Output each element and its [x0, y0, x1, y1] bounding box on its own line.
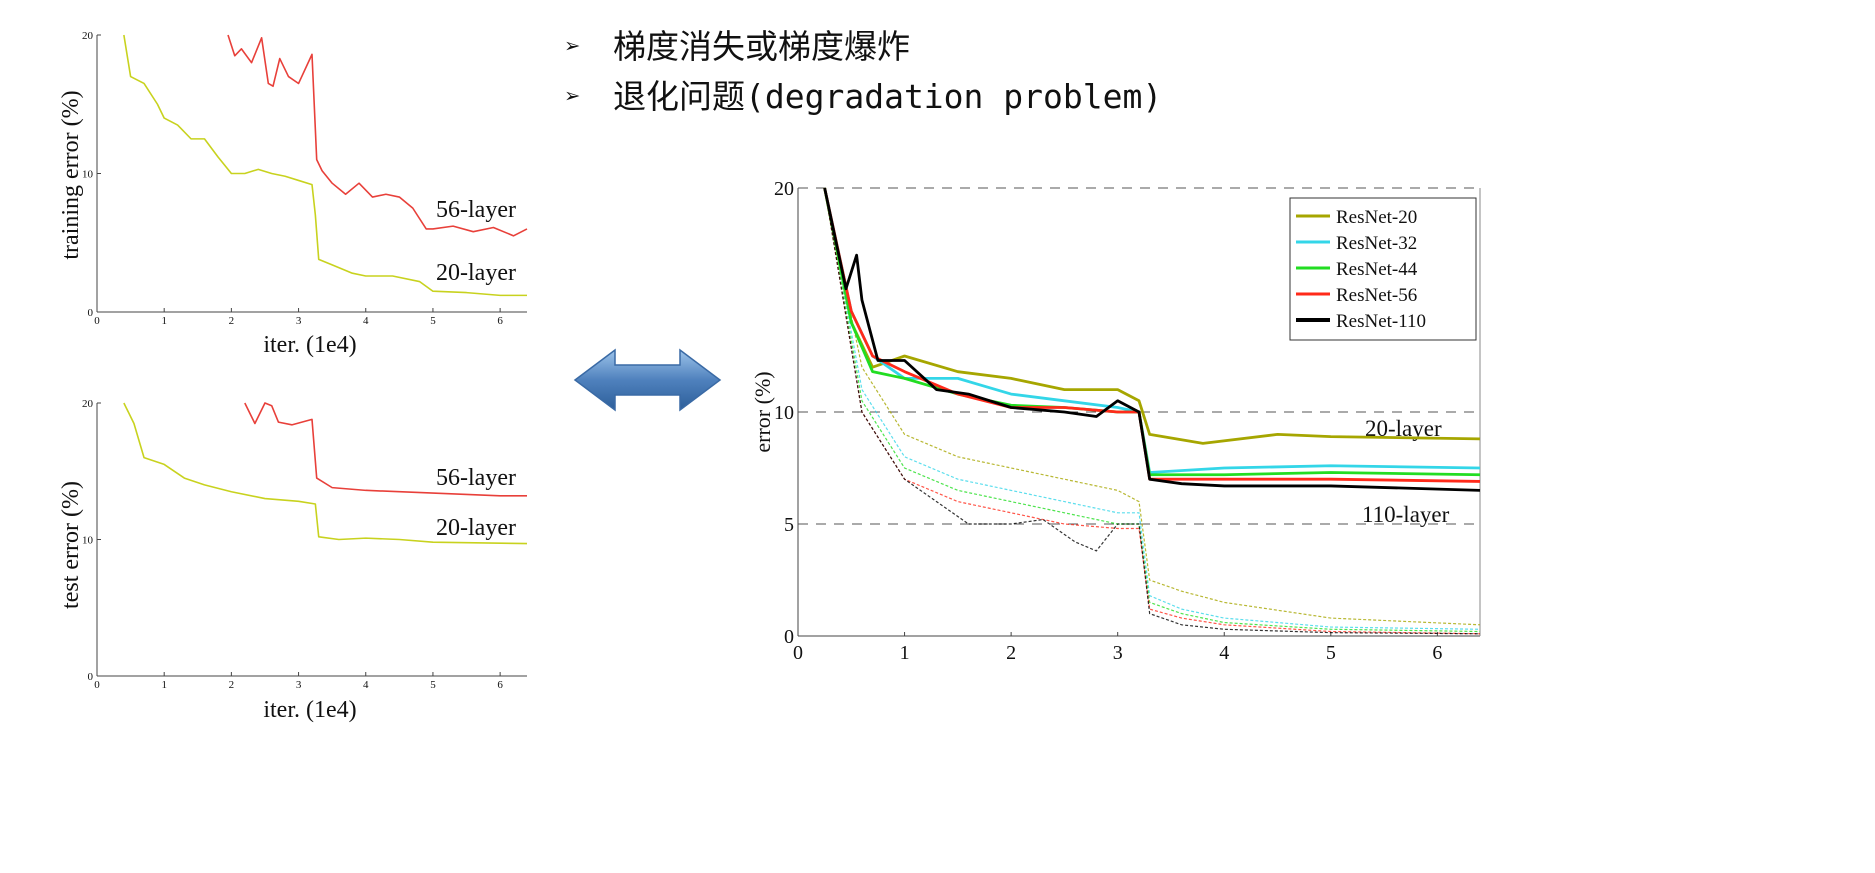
y-tick-label: 10 — [82, 534, 94, 546]
y-tick-label: 20 — [82, 30, 94, 42]
y-tick-label: 10 — [82, 168, 94, 180]
series-line-56-layer — [227, 34, 528, 237]
annotation-110-layer: 110-layer — [1362, 502, 1450, 527]
y-tick-label: 5 — [784, 514, 794, 536]
x-tick-label: 5 — [1326, 642, 1336, 664]
x-tick-label: 4 — [1219, 642, 1229, 664]
y-tick-label: 10 — [774, 402, 794, 424]
bullet-item: ➢ 梯度消失或梯度爆炸 — [565, 22, 1162, 72]
annotation-20-layer: 20-layer — [436, 260, 516, 286]
x-tick-label: 3 — [296, 315, 302, 327]
x-tick-label: 2 — [1006, 642, 1016, 664]
series-train-line-resnet-20 — [824, 187, 1481, 626]
x-tick-label: 0 — [94, 679, 100, 691]
series-train-line-resnet-32 — [824, 187, 1481, 630]
y-tick-label: 0 — [88, 307, 94, 319]
x-tick-label: 3 — [1113, 642, 1123, 664]
x-tick-label: 1 — [161, 679, 167, 691]
bullet-text: 梯度消失或梯度爆炸 — [613, 27, 910, 66]
double-arrow-icon — [573, 348, 722, 412]
y-tick-label: 20 — [82, 398, 94, 410]
annotation-20-layer: 20-layer — [436, 515, 516, 541]
arrowhead-bullet-icon: ➢ — [565, 82, 581, 112]
series-line-56-layer — [244, 402, 527, 497]
training-error-chart: training error (%) iter. (1e4) 56-layer … — [58, 30, 528, 358]
slide-title: ➢ 梯度消失或梯度爆炸 ➢ 退化问题(degradation problem) — [565, 22, 1162, 122]
series-line-20-layer — [123, 402, 528, 545]
x-tick-label: 4 — [363, 679, 369, 691]
bullet-item: ➢ 退化问题(degradation problem) — [565, 72, 1162, 122]
x-tick-label: 5 — [430, 315, 436, 327]
series-train-line-resnet-110 — [824, 187, 1481, 635]
legend-label: ResNet-20 — [1336, 207, 1417, 228]
x-tick-label: 0 — [94, 315, 100, 327]
legend-label: ResNet-44 — [1336, 259, 1418, 280]
annotation-56-layer: 56-layer — [436, 197, 516, 223]
x-tick-label: 2 — [229, 679, 235, 691]
x-tick-label: 1 — [161, 315, 167, 327]
series-line-resnet-56 — [823, 187, 1481, 483]
legend-label: ResNet-110 — [1336, 311, 1426, 332]
x-tick-label: 0 — [793, 642, 803, 664]
legend-label: ResNet-56 — [1336, 285, 1417, 306]
x-tick-label: 6 — [497, 679, 503, 691]
x-tick-label: 4 — [363, 315, 369, 327]
resnet-error-chart: error (%) 20-layer 110-layer 0 1 2 3 4 5 60510… — [750, 178, 1481, 664]
x-tick-label: 1 — [900, 642, 910, 664]
y-tick-label: 20 — [774, 178, 794, 200]
x-axis-label: iter. (1e4) — [263, 332, 356, 358]
annotation-56-layer: 56-layer — [436, 465, 516, 491]
y-tick-label: 0 — [784, 626, 794, 648]
series-line-20-layer — [123, 34, 527, 297]
series-line-resnet-110 — [823, 187, 1481, 492]
test-error-chart: test error (%) iter. (1e4) 56-layer 20-l… — [58, 398, 528, 723]
x-axis-label: iter. (1e4) — [263, 697, 356, 723]
x-tick-label: 2 — [229, 315, 235, 327]
arrowhead-bullet-icon: ➢ — [565, 32, 581, 62]
y-tick-label: 0 — [88, 671, 94, 683]
x-tick-label: 6 — [1432, 642, 1442, 664]
y-axis-label: error (%) — [750, 371, 775, 452]
y-axis-label: test error (%) — [58, 481, 84, 609]
x-tick-label: 5 — [430, 679, 436, 691]
y-axis-label: training error (%) — [58, 90, 84, 259]
legend-label: ResNet-32 — [1336, 233, 1417, 254]
series-line-resnet-20 — [823, 187, 1481, 445]
x-tick-label: 3 — [296, 679, 302, 691]
bullet-text: 退化问题(degradation problem) — [613, 77, 1163, 116]
x-tick-label: 6 — [497, 315, 503, 327]
